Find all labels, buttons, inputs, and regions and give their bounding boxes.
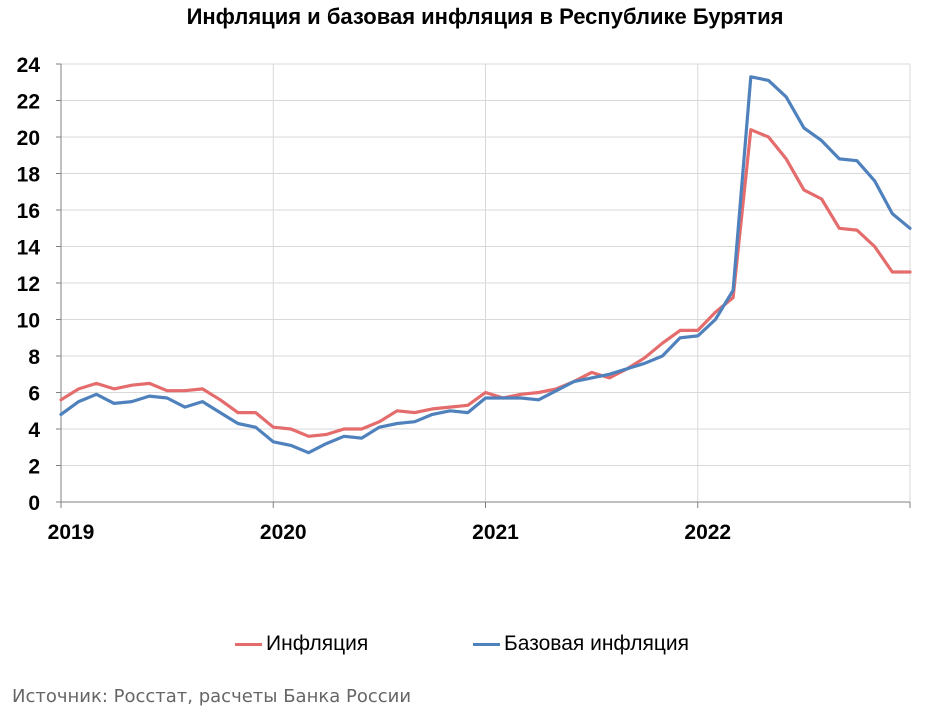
- y-tick-label: 4: [28, 419, 40, 442]
- x-tick-label: 2020: [260, 521, 307, 544]
- y-tick-label: 12: [17, 273, 40, 296]
- y-tick-label: 6: [28, 383, 40, 406]
- y-tick-label: 10: [17, 310, 40, 333]
- legend: Инфляция Базовая инфляция: [0, 632, 950, 662]
- y-tick-label: 2: [28, 456, 40, 479]
- legend-item-core-inflation: Базовая инфляция: [473, 632, 689, 656]
- x-tick-label: 2022: [684, 521, 731, 544]
- y-tick-label: 0: [28, 492, 40, 515]
- y-tick-label: 24: [17, 54, 41, 77]
- legend-item-inflation: Инфляция: [235, 632, 368, 656]
- x-tick-label: 2019: [48, 521, 95, 544]
- y-tick-label: 8: [28, 346, 40, 369]
- series-line-inflation: [59, 128, 912, 438]
- x-tick-label: 2021: [472, 521, 519, 544]
- source-note: Источник: Росстат, расчеты Банка России: [12, 686, 412, 707]
- series-line-core-inflation: [59, 75, 912, 455]
- y-tick-label: 22: [17, 91, 40, 114]
- legend-swatch-core-inflation: [473, 642, 500, 646]
- y-tick-label: 14: [17, 237, 41, 260]
- series-layer: [59, 75, 912, 455]
- legend-label-core-inflation: Базовая инфляция: [504, 632, 690, 655]
- chart-title: Инфляция и базовая инфляция в Республике…: [186, 4, 784, 29]
- y-tick-label: 16: [17, 200, 40, 223]
- legend-swatch-inflation: [235, 642, 262, 646]
- y-tick-label: 18: [17, 164, 41, 187]
- grid: [61, 63, 911, 502]
- legend-label-inflation: Инфляция: [266, 632, 369, 655]
- y-tick-label: 20: [17, 127, 40, 150]
